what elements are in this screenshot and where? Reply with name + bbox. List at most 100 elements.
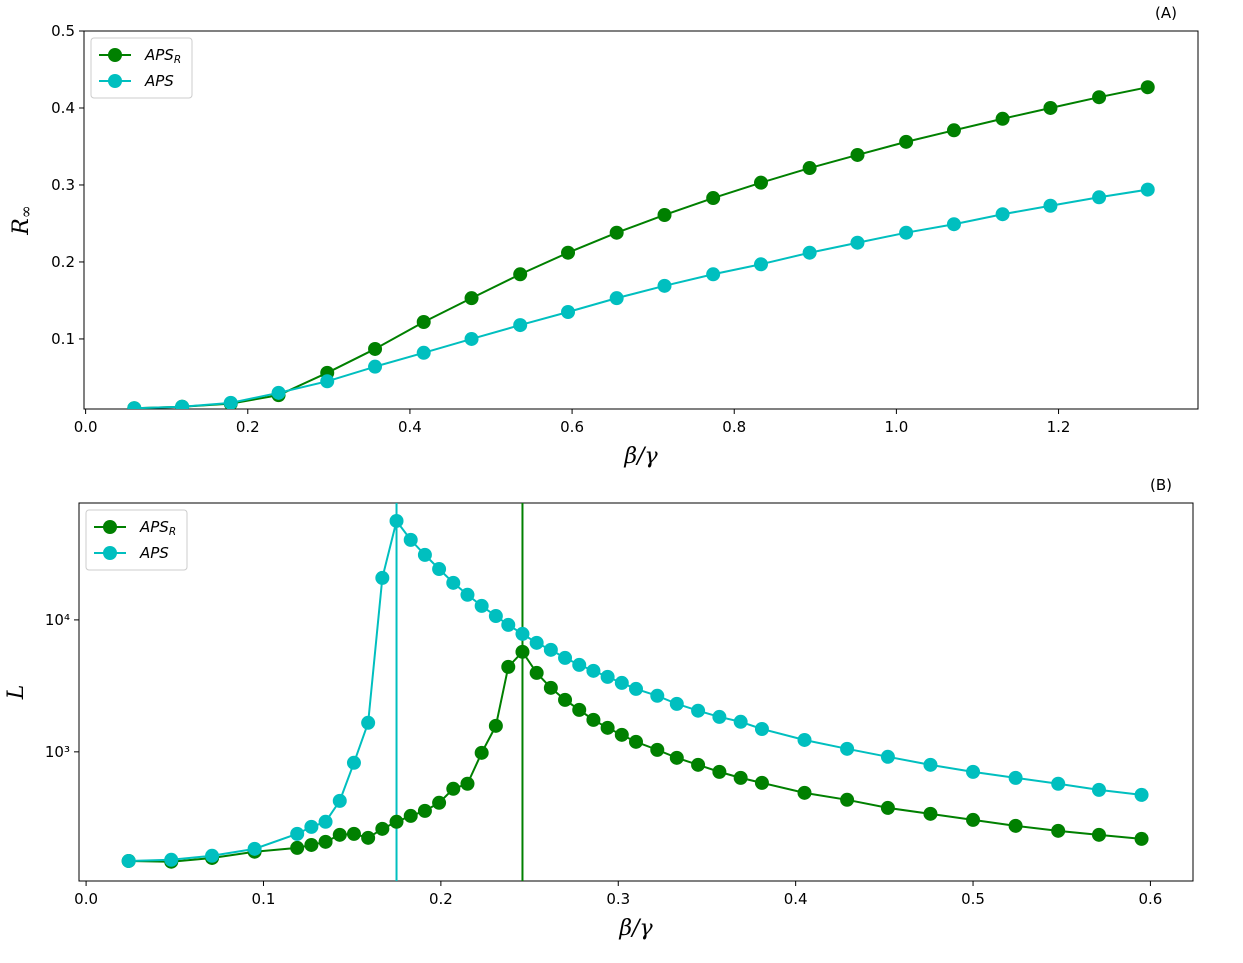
- marker: [609, 225, 624, 240]
- marker: [515, 626, 530, 641]
- x-tick-label: 0.8: [722, 418, 746, 436]
- marker: [501, 659, 516, 674]
- marker: [561, 304, 576, 319]
- marker: [629, 681, 643, 696]
- marker: [691, 703, 706, 718]
- marker: [332, 793, 347, 808]
- marker: [558, 692, 573, 707]
- x-tick-label: 0.5: [961, 890, 985, 908]
- marker: [529, 665, 544, 680]
- x-tick-label: 0.6: [1138, 890, 1162, 908]
- marker: [753, 257, 768, 272]
- marker: [609, 291, 624, 306]
- x-tick-label: 0.4: [784, 890, 808, 908]
- marker: [223, 395, 238, 409]
- marker: [946, 217, 961, 232]
- marker: [1091, 827, 1106, 842]
- marker: [361, 830, 376, 845]
- marker: [802, 161, 817, 176]
- x-axis-label: β/γ: [623, 444, 658, 469]
- marker: [1051, 823, 1066, 838]
- x-tick-label: 0.2: [429, 890, 453, 908]
- legend-box: [85, 509, 188, 571]
- marker: [1092, 90, 1107, 105]
- marker: [361, 715, 376, 730]
- marker: [995, 111, 1010, 126]
- marker: [529, 635, 544, 650]
- marker: [650, 742, 665, 757]
- marker: [840, 741, 855, 756]
- marker: [712, 709, 727, 724]
- marker: [304, 819, 319, 834]
- marker: [346, 826, 361, 841]
- marker: [389, 513, 404, 528]
- marker: [320, 374, 335, 389]
- marker: [802, 245, 817, 260]
- marker: [572, 657, 587, 672]
- marker: [946, 123, 961, 138]
- marker: [966, 812, 981, 827]
- marker: [923, 757, 938, 772]
- marker: [754, 775, 769, 790]
- marker: [368, 359, 383, 374]
- marker: [1134, 831, 1149, 846]
- legend-marker: [103, 546, 117, 560]
- marker: [513, 318, 528, 333]
- marker: [271, 385, 286, 400]
- marker: [880, 800, 895, 815]
- marker: [318, 814, 333, 829]
- marker: [899, 225, 914, 240]
- marker: [474, 745, 489, 760]
- marker: [1092, 190, 1107, 205]
- marker: [650, 688, 665, 703]
- y-tick-label: 0.1: [51, 329, 75, 347]
- legend-marker: [108, 48, 122, 62]
- marker: [318, 834, 333, 849]
- marker: [368, 341, 383, 356]
- marker: [657, 207, 672, 222]
- marker: [880, 749, 895, 764]
- marker: [1140, 182, 1155, 197]
- y-tick-label: 0.2: [51, 252, 75, 270]
- y-tick-label: 0.5: [51, 22, 75, 40]
- x-tick-label: 0.0: [74, 418, 98, 436]
- marker: [586, 712, 601, 727]
- marker: [572, 702, 587, 717]
- marker: [1051, 776, 1066, 791]
- y-tick-label: 10⁴: [45, 610, 70, 628]
- x-tick-label: 1.2: [1047, 418, 1071, 436]
- marker: [691, 757, 706, 772]
- marker: [460, 587, 475, 602]
- marker: [247, 841, 262, 856]
- x-tick-label: 0.6: [560, 418, 584, 436]
- panel-label: (B): [1150, 476, 1172, 494]
- marker: [797, 732, 812, 747]
- marker: [460, 776, 475, 791]
- marker: [290, 826, 305, 841]
- marker: [614, 675, 629, 690]
- legend-label: APSR: [144, 46, 181, 67]
- marker: [290, 840, 305, 855]
- marker: [840, 792, 855, 807]
- marker: [164, 852, 179, 867]
- marker: [513, 267, 528, 282]
- marker: [558, 650, 573, 665]
- marker: [1140, 80, 1155, 95]
- subplot: 0.0 0.2 0.4 0.6 0.8 1.0 1.2 0.1 0.2 0.3 0.4 0.5 β/γ R…: [9, 4, 1199, 469]
- marker: [1134, 787, 1149, 802]
- marker: [543, 680, 558, 695]
- x-tick-label: 1.0: [884, 418, 908, 436]
- marker: [1008, 818, 1023, 833]
- marker: [464, 291, 479, 306]
- marker: [657, 278, 672, 293]
- marker: [733, 714, 748, 729]
- marker: [304, 837, 319, 852]
- legend-box: [90, 37, 193, 99]
- marker: [899, 134, 914, 149]
- x-axis-label: β/γ: [618, 916, 653, 941]
- marker: [375, 570, 390, 585]
- marker: [629, 734, 643, 749]
- y-tick-label: 0.3: [51, 175, 75, 193]
